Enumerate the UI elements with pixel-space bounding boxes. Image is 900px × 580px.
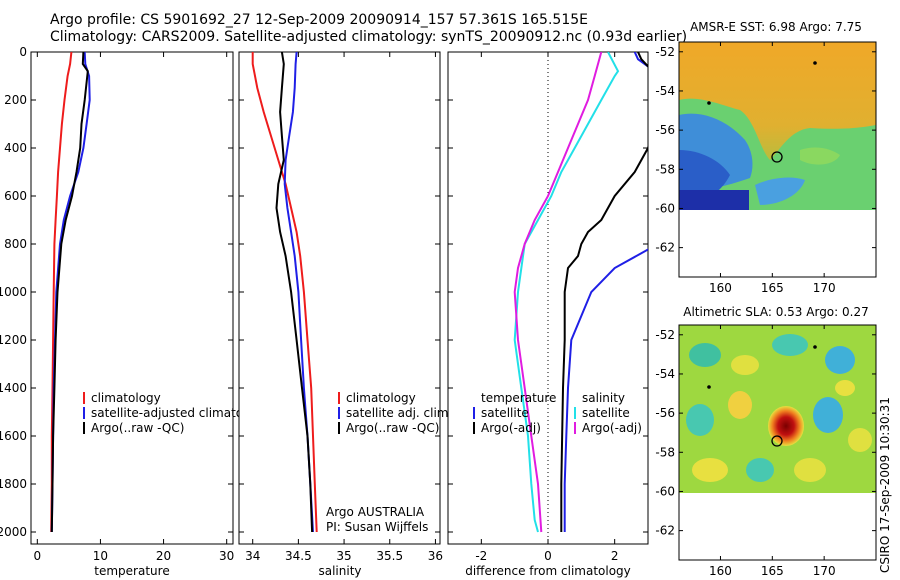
map-x-tick-label: 165 bbox=[761, 281, 784, 295]
map-y-tick-label: -58 bbox=[655, 162, 675, 176]
x-tick-label: 10 bbox=[93, 549, 108, 563]
map-x-tick-label: 160 bbox=[709, 564, 732, 578]
sst-heatmap bbox=[679, 42, 876, 277]
map-y-tick-label: -62 bbox=[655, 524, 675, 538]
legend-item: climatology bbox=[91, 391, 161, 405]
temperature-legend: climatology satellite-adjusted climatolo… bbox=[83, 391, 269, 435]
x-tick-label: 34.5 bbox=[285, 549, 312, 563]
x-tick-label: 36 bbox=[428, 549, 443, 563]
y-tick-label: 200 bbox=[4, 93, 27, 107]
y-tick-label: 800 bbox=[4, 237, 27, 251]
difference-xlabel: difference from climatology bbox=[465, 564, 631, 578]
series-line-argo bbox=[275, 52, 314, 533]
float-track-point bbox=[813, 61, 817, 65]
y-tick-label: 1000 bbox=[0, 285, 27, 299]
x-tick-label: 35 bbox=[336, 549, 351, 563]
y-tick-label: 1400 bbox=[0, 381, 27, 395]
y-tick-label: 2000 bbox=[0, 525, 27, 539]
sla-map-panel: Altimetric SLA: 0.53 Argo: 0.27 160 165 17… bbox=[655, 305, 877, 578]
legend-item: satellite bbox=[481, 406, 529, 420]
argo-position-marker bbox=[771, 151, 783, 163]
map-y-tick-label: -52 bbox=[655, 328, 675, 342]
y-tick-label: 0 bbox=[19, 45, 27, 59]
legend-item: satellite bbox=[582, 406, 630, 420]
x-tick-label: 0 bbox=[33, 549, 41, 563]
sla-map-title: Altimetric SLA: 0.53 Argo: 0.27 bbox=[683, 305, 868, 319]
salinity-xlabel: salinity bbox=[318, 564, 361, 578]
y-tick-label: 1600 bbox=[0, 429, 27, 443]
legend-item: Argo(..raw -QC) bbox=[346, 421, 439, 435]
x-tick-label: -2 bbox=[475, 549, 487, 563]
map-y-tick-label: -58 bbox=[655, 445, 675, 459]
temperature-xlabel: temperature bbox=[94, 564, 169, 578]
series-line-climatology bbox=[50, 52, 73, 533]
x-tick-label: 35.5 bbox=[376, 549, 403, 563]
x-tick-label: 2 bbox=[611, 549, 619, 563]
sst-map-panel: AMSR-E SST: 6.98 Argo: 7.75 160 165 170 -52… bbox=[655, 20, 877, 295]
map-x-tick-label: 160 bbox=[709, 281, 732, 295]
map-y-tick-label: -54 bbox=[655, 84, 675, 98]
argo-position-marker bbox=[771, 435, 783, 447]
series-line-salinity-argo-adj- bbox=[513, 52, 603, 533]
map-y-tick-label: -56 bbox=[655, 406, 675, 420]
argo-annotation: Argo AUSTRALIA bbox=[326, 505, 425, 519]
x-tick-label: 34 bbox=[245, 549, 260, 563]
pi-annotation: PI: Susan Wijffels bbox=[326, 520, 428, 534]
map-y-tick-label: -56 bbox=[655, 123, 675, 137]
legend-title-temperature: temperature bbox=[481, 391, 556, 405]
title-line-1: Argo profile: CS 5901692_27 12-Sep-2009 … bbox=[50, 12, 588, 28]
map-x-tick-label: 170 bbox=[813, 281, 836, 295]
series-line-salinity-satellite bbox=[513, 52, 620, 533]
legend-item: Argo(..raw -QC) bbox=[91, 421, 184, 435]
map-y-tick-label: -60 bbox=[655, 201, 675, 215]
legend-item: satellite-adjusted climatology bbox=[91, 406, 269, 420]
legend-item: satellite adj. clim. bbox=[346, 406, 452, 420]
salinity-legend: climatology satellite adj. clim. Argo(..… bbox=[338, 391, 452, 435]
sst-map-title: AMSR-E SST: 6.98 Argo: 7.75 bbox=[690, 20, 862, 34]
x-tick-label: 20 bbox=[156, 549, 171, 563]
temperature-profile-panel: 0 10 20 30 0 200 400 600 800 1000 1200 1400 1600 1800… bbox=[0, 45, 269, 578]
legend-item: climatology bbox=[346, 391, 416, 405]
x-tick-label: 30 bbox=[219, 549, 234, 563]
series-line-temperature-satellite bbox=[563, 52, 648, 532]
y-tick-label: 1800 bbox=[0, 477, 27, 491]
salinity-profile-panel: 34 34.5 35 35.5 36 salinity climatology sate… bbox=[238, 51, 452, 578]
map-y-tick-label: -62 bbox=[655, 241, 675, 255]
x-tick-label: 0 bbox=[544, 549, 552, 563]
side-timestamp: CSIRO 17-Sep-2009 10:30:31 bbox=[878, 397, 892, 573]
map-y-tick-label: -52 bbox=[655, 45, 675, 59]
map-x-tick-label: 170 bbox=[813, 564, 836, 578]
legend-title-salinity: salinity bbox=[582, 391, 625, 405]
float-track-point bbox=[707, 385, 711, 389]
difference-profile-panel: -2 0 2 difference from climatology tempera… bbox=[447, 51, 649, 578]
sla-heatmap bbox=[679, 325, 876, 560]
title-line-2: Climatology: CARS2009. Satellite-adjuste… bbox=[50, 29, 688, 45]
y-tick-label: 400 bbox=[4, 141, 27, 155]
y-tick-label: 600 bbox=[4, 189, 27, 203]
legend-item: Argo(-adj) bbox=[582, 421, 642, 435]
map-y-tick-label: -60 bbox=[655, 484, 675, 498]
map-y-tick-label: -54 bbox=[655, 367, 675, 381]
map-x-tick-label: 165 bbox=[761, 564, 784, 578]
series-line-temperature-argo-adj- bbox=[560, 52, 648, 532]
float-track-point bbox=[813, 345, 817, 349]
y-tick-label: 1200 bbox=[0, 333, 27, 347]
float-track-point bbox=[707, 101, 711, 105]
legend-item: Argo(-adj) bbox=[481, 421, 541, 435]
series-line-climatology bbox=[251, 52, 318, 533]
difference-legend: temperature satellite Argo(-adj) salinit… bbox=[473, 391, 642, 435]
series-line-argo bbox=[50, 52, 89, 533]
